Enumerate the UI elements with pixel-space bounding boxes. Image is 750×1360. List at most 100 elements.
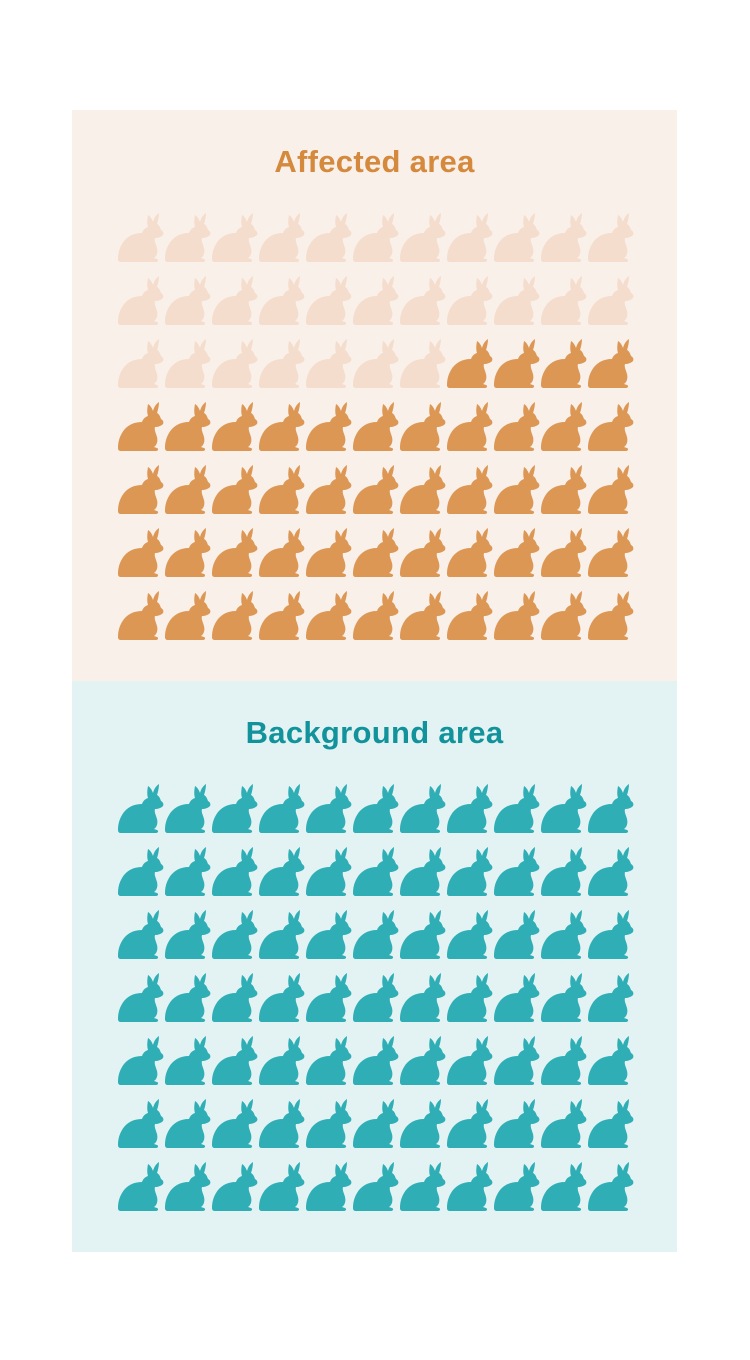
rabbit-icon <box>259 1098 305 1148</box>
rabbit-icon <box>353 527 399 577</box>
rabbit-icon <box>212 275 258 325</box>
rabbit-icon <box>588 1161 634 1211</box>
rabbit-icon <box>541 527 587 577</box>
rabbit-icon <box>494 275 540 325</box>
rabbit-icon <box>353 1098 399 1148</box>
rabbit-icon <box>212 464 258 514</box>
affected-rabbit-grid <box>118 212 634 653</box>
rabbit-icon <box>494 464 540 514</box>
rabbit-icon <box>165 846 211 896</box>
rabbit-icon <box>118 338 164 388</box>
rabbit-icon <box>447 212 493 262</box>
rabbit-icon <box>259 275 305 325</box>
rabbit-icon <box>353 1035 399 1085</box>
rabbit-icon <box>588 846 634 896</box>
rabbit-icon <box>259 464 305 514</box>
rabbit-icon <box>259 972 305 1022</box>
rabbit-icon <box>447 972 493 1022</box>
rabbit-icon <box>212 972 258 1022</box>
rabbit-icon <box>400 464 446 514</box>
rabbit-icon <box>588 527 634 577</box>
rabbit-icon <box>588 464 634 514</box>
rabbit-icon <box>353 401 399 451</box>
rabbit-icon <box>306 909 352 959</box>
rabbit-icon <box>118 527 164 577</box>
rabbit-icon <box>400 212 446 262</box>
rabbit-icon <box>588 909 634 959</box>
rabbit-icon <box>353 1161 399 1211</box>
background-rabbit-grid <box>118 783 634 1224</box>
rabbit-icon <box>541 590 587 640</box>
rabbit-icon <box>165 909 211 959</box>
rabbit-icon <box>306 527 352 577</box>
rabbit-icon <box>541 846 587 896</box>
rabbit-icon <box>353 275 399 325</box>
rabbit-icon <box>306 275 352 325</box>
rabbit-icon <box>306 401 352 451</box>
rabbit-icon <box>447 338 493 388</box>
rabbit-icon <box>212 783 258 833</box>
affected-area-panel: Affected area <box>72 110 677 681</box>
rabbit-icon <box>400 1161 446 1211</box>
rabbit-icon <box>118 783 164 833</box>
rabbit-icon <box>118 590 164 640</box>
rabbit-icon <box>259 527 305 577</box>
rabbit-icon <box>541 972 587 1022</box>
rabbit-icon <box>400 972 446 1022</box>
rabbit-icon <box>353 338 399 388</box>
rabbit-icon <box>541 275 587 325</box>
rabbit-icon <box>212 1161 258 1211</box>
rabbit-icon <box>400 783 446 833</box>
rabbit-icon <box>259 783 305 833</box>
rabbit-icon <box>212 338 258 388</box>
rabbit-icon <box>541 401 587 451</box>
rabbit-icon <box>165 464 211 514</box>
rabbit-icon <box>447 1161 493 1211</box>
rabbit-icon <box>306 464 352 514</box>
rabbit-icon <box>541 212 587 262</box>
rabbit-icon <box>118 1161 164 1211</box>
rabbit-icon <box>165 527 211 577</box>
rabbit-icon <box>400 275 446 325</box>
rabbit-icon <box>541 783 587 833</box>
rabbit-icon <box>447 401 493 451</box>
rabbit-icon <box>165 1098 211 1148</box>
rabbit-icon <box>353 590 399 640</box>
rabbit-icon <box>541 909 587 959</box>
rabbit-icon <box>165 275 211 325</box>
rabbit-icon <box>306 338 352 388</box>
rabbit-icon <box>588 1035 634 1085</box>
rabbit-icon <box>588 275 634 325</box>
rabbit-icon <box>447 275 493 325</box>
rabbit-icon <box>588 783 634 833</box>
rabbit-icon <box>212 527 258 577</box>
rabbit-icon <box>259 338 305 388</box>
rabbit-icon <box>447 527 493 577</box>
rabbit-icon <box>353 909 399 959</box>
rabbit-icon <box>447 783 493 833</box>
rabbit-icon <box>259 212 305 262</box>
rabbit-icon <box>118 909 164 959</box>
rabbit-icon <box>165 972 211 1022</box>
rabbit-icon <box>306 1161 352 1211</box>
rabbit-icon <box>541 1035 587 1085</box>
rabbit-icon <box>588 590 634 640</box>
rabbit-icon <box>306 783 352 833</box>
rabbit-icon <box>165 1161 211 1211</box>
rabbit-icon <box>165 338 211 388</box>
rabbit-icon <box>447 590 493 640</box>
rabbit-icon <box>447 1098 493 1148</box>
rabbit-icon <box>447 846 493 896</box>
rabbit-icon <box>494 846 540 896</box>
rabbit-icon <box>353 464 399 514</box>
rabbit-icon <box>494 909 540 959</box>
rabbit-icon <box>165 401 211 451</box>
rabbit-icon <box>118 212 164 262</box>
rabbit-icon <box>400 909 446 959</box>
rabbit-icon <box>588 1098 634 1148</box>
rabbit-icon <box>400 1098 446 1148</box>
rabbit-icon <box>212 1035 258 1085</box>
rabbit-icon <box>588 212 634 262</box>
rabbit-icon <box>259 909 305 959</box>
rabbit-icon <box>259 590 305 640</box>
